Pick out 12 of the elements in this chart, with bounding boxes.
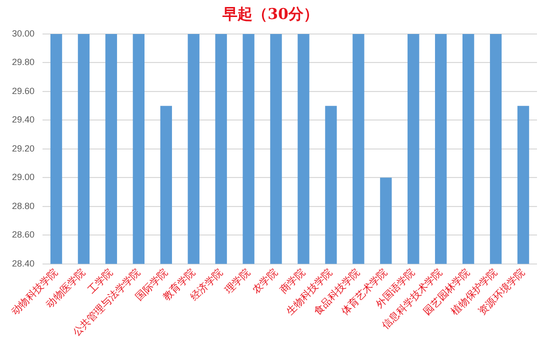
y-tick-label: 29.20	[12, 143, 35, 154]
y-tick-label: 28.80	[12, 200, 35, 211]
y-tick-label: 28.60	[12, 230, 35, 240]
y-tick-label: 30.00	[12, 28, 35, 38]
y-tick-label: 29.00	[12, 172, 35, 182]
y-tick-label: 29.60	[12, 86, 35, 96]
y-tick-label: 29.40	[12, 114, 35, 125]
x-tick-label: 农学院	[250, 266, 280, 296]
y-tick-label: 29.80	[12, 57, 35, 68]
chart-title: 早起（30分）	[222, 4, 318, 23]
x-tick-label: 理学院	[222, 266, 253, 296]
y-tick-label: 28.40	[12, 258, 35, 268]
